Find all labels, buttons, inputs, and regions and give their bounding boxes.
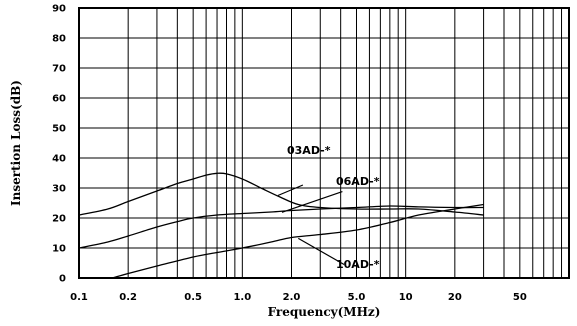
y-tick-label: 50	[52, 124, 66, 135]
x-tick-label: 50	[513, 292, 527, 303]
x-tick-label: 2.0	[283, 292, 301, 303]
y-tick-label: 30	[52, 184, 66, 195]
x-tick-label: 10	[399, 292, 413, 303]
annotation-label: 03AD-*	[287, 144, 331, 157]
y-tick-label: 0	[59, 274, 66, 285]
y-tick-label: 20	[52, 214, 66, 225]
x-tick-label: 20	[448, 292, 462, 303]
annotation-leader-line	[281, 191, 343, 213]
y-tick-label: 90	[52, 4, 66, 15]
annotation-label: 06AD-*	[336, 175, 380, 188]
y-tick-label: 40	[52, 154, 66, 165]
data-curves	[78, 172, 484, 279]
y-tick-label: 80	[52, 34, 66, 45]
x-tick-label: 1.0	[233, 292, 251, 303]
tick-labels: 0.1 0.2 0.5 1.0 2.0 5.0 10 20 50 0 10 20 30 40 50 60 70 8…	[52, 4, 527, 304]
grid-lines	[79, 8, 569, 278]
x-tick-label: 5.0	[348, 292, 366, 303]
plot-frame	[78, 7, 570, 279]
annotation-leader-line	[277, 184, 304, 197]
y-tick-label: 70	[52, 64, 66, 75]
x-axis-title: Frequency(MHz)	[268, 305, 381, 319]
series-line-03ad	[78, 172, 484, 216]
series-line-06ad	[78, 205, 484, 249]
x-tick-label: 0.5	[184, 292, 202, 303]
y-tick-label: 10	[52, 244, 66, 255]
annotation-label: 10AD-*	[336, 258, 380, 271]
series-line-10ad	[112, 203, 484, 279]
y-axis-title: Insertion Loss(dB)	[9, 80, 23, 206]
x-tick-label: 0.2	[119, 292, 137, 303]
curve-annotations: 03AD-* 06AD-* 10AD-*	[277, 144, 380, 271]
y-tick-label: 60	[52, 94, 66, 105]
x-tick-label: 0.1	[70, 292, 88, 303]
annotation-leader-line	[298, 237, 345, 266]
